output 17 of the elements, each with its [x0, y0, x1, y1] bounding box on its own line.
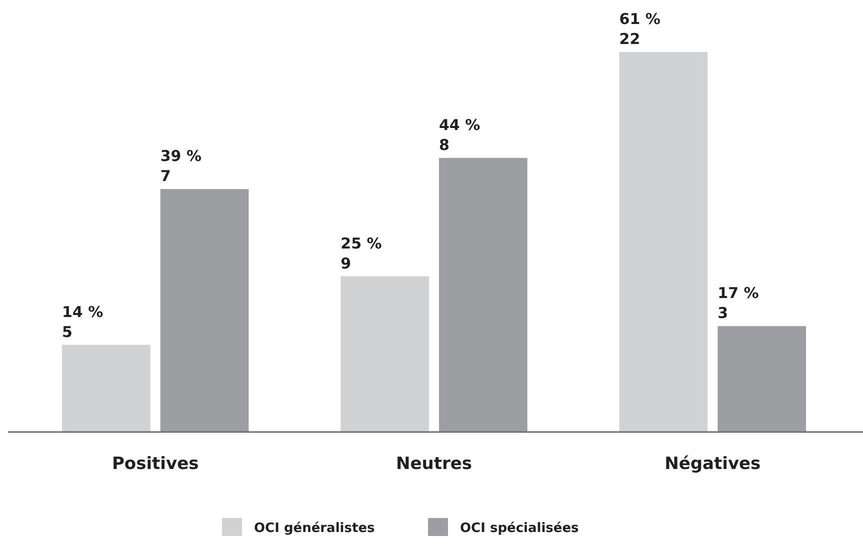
x-tick-label: Négatives — [664, 454, 761, 474]
x-tick-label: Positives — [112, 454, 199, 474]
bar — [439, 158, 528, 432]
data-label: 25 % 9 — [340, 234, 382, 272]
data-label: 44 % 8 — [439, 116, 480, 154]
legend-label: OCI généralistes — [254, 521, 376, 536]
bar — [340, 276, 429, 432]
bar — [619, 52, 708, 432]
bar — [718, 326, 806, 432]
x-tick-label: Neutres — [396, 454, 472, 474]
bar — [62, 344, 150, 432]
data-label: 61 % 22 — [619, 10, 660, 48]
data-label: 14 % 5 — [62, 302, 104, 341]
legend-label: OCI spécialisées — [460, 521, 580, 536]
bar — [160, 189, 249, 432]
data-label: 17 % 3 — [718, 284, 759, 322]
data-label: 39 % 7 — [160, 147, 202, 186]
